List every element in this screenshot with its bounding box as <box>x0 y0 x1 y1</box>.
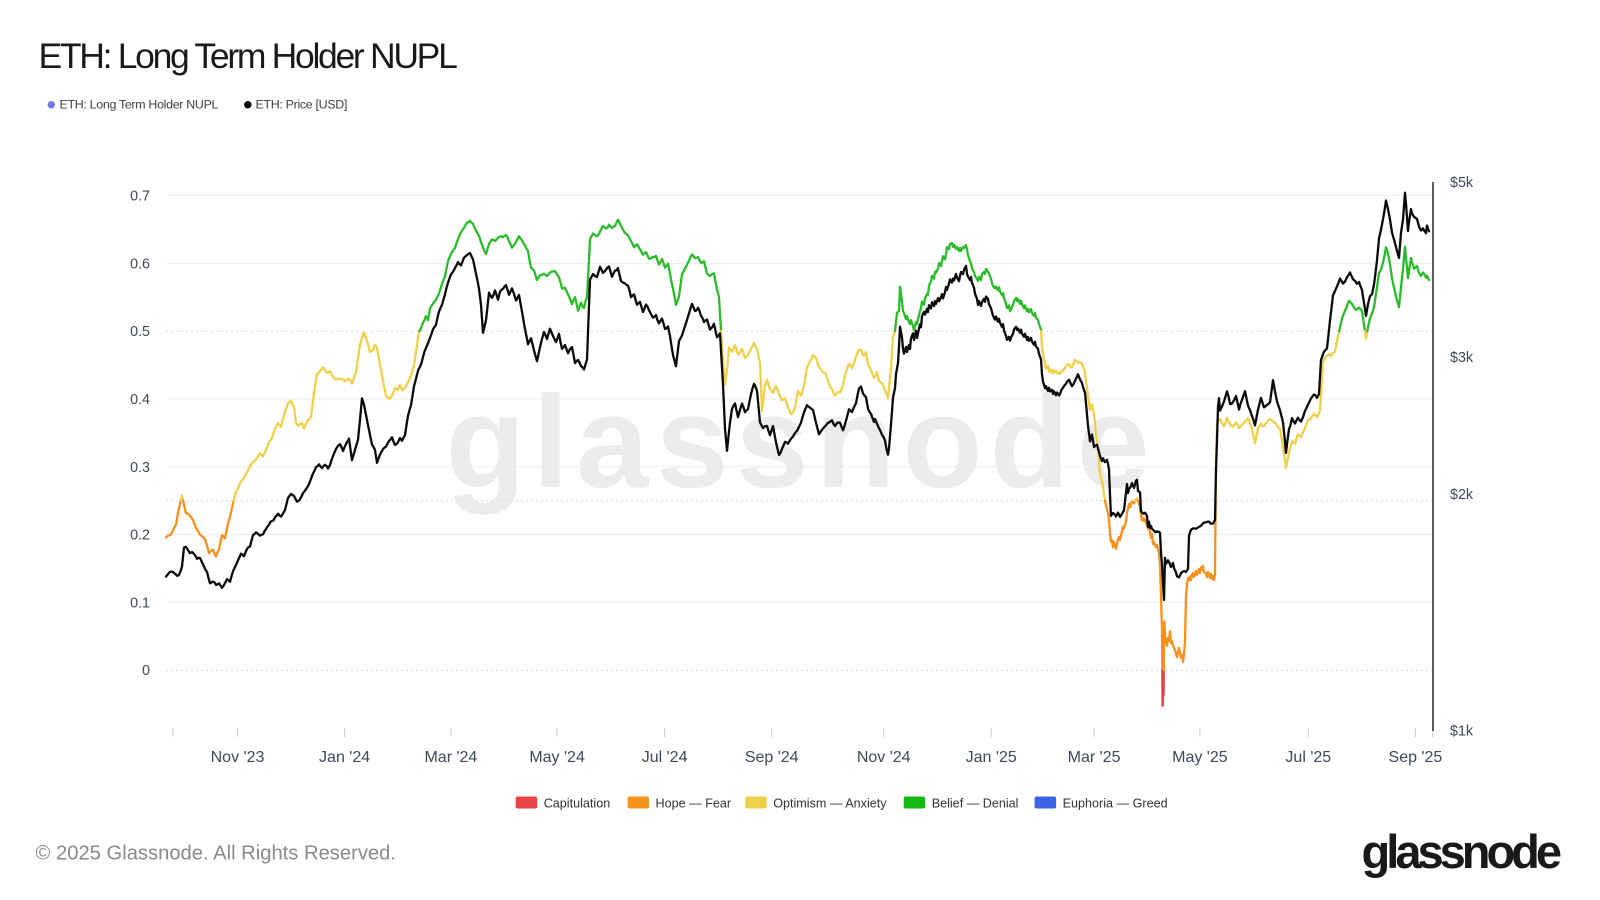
svg-text:0.4: 0.4 <box>130 392 150 408</box>
svg-text:Hope — Fear: Hope — Fear <box>656 797 732 811</box>
svg-text:$5k: $5k <box>1450 175 1474 191</box>
svg-text:glassnode: glassnode <box>1362 825 1561 878</box>
svg-text:Jul '24: Jul '24 <box>642 749 688 766</box>
svg-text:ETH: Price [USD]: ETH: Price [USD] <box>256 98 348 112</box>
svg-text:0.7: 0.7 <box>130 189 150 205</box>
svg-text:Jan '24: Jan '24 <box>319 749 370 766</box>
svg-text:Mar '25: Mar '25 <box>1068 749 1121 766</box>
svg-text:0.2: 0.2 <box>130 528 150 544</box>
svg-text:0.6: 0.6 <box>130 256 150 272</box>
svg-text:ETH: Long Term Holder NUPL: ETH: Long Term Holder NUPL <box>60 98 219 112</box>
svg-text:Jan '25: Jan '25 <box>966 749 1017 766</box>
svg-text:Sep '25: Sep '25 <box>1389 749 1443 766</box>
svg-text:May '25: May '25 <box>1172 749 1228 766</box>
svg-text:0.3: 0.3 <box>130 460 150 476</box>
svg-text:Nov '23: Nov '23 <box>211 749 265 766</box>
svg-text:Belief — Denial: Belief — Denial <box>932 797 1019 811</box>
svg-text:Optimism — Anxiety: Optimism — Anxiety <box>773 797 887 811</box>
svg-text:$1k: $1k <box>1450 724 1474 740</box>
svg-text:$2k: $2k <box>1450 487 1474 503</box>
svg-text:Nov '24: Nov '24 <box>857 749 911 766</box>
svg-text:0.5: 0.5 <box>130 324 150 340</box>
svg-text:May '24: May '24 <box>529 749 585 766</box>
svg-text:0.1: 0.1 <box>130 595 150 611</box>
svg-text:$3k: $3k <box>1450 350 1474 366</box>
svg-text:Sep '24: Sep '24 <box>745 749 799 766</box>
svg-text:0: 0 <box>142 663 150 679</box>
svg-text:Jul '25: Jul '25 <box>1285 749 1331 766</box>
svg-text:Euphoria — Greed: Euphoria — Greed <box>1063 797 1168 811</box>
svg-text:Capitulation: Capitulation <box>544 797 611 811</box>
svg-text:Mar '24: Mar '24 <box>424 749 477 766</box>
svg-text:© 2025 Glassnode. All Rights R: © 2025 Glassnode. All Rights Reserved. <box>36 843 397 865</box>
svg-text:ETH: Long Term Holder NUPL: ETH: Long Term Holder NUPL <box>39 36 458 76</box>
